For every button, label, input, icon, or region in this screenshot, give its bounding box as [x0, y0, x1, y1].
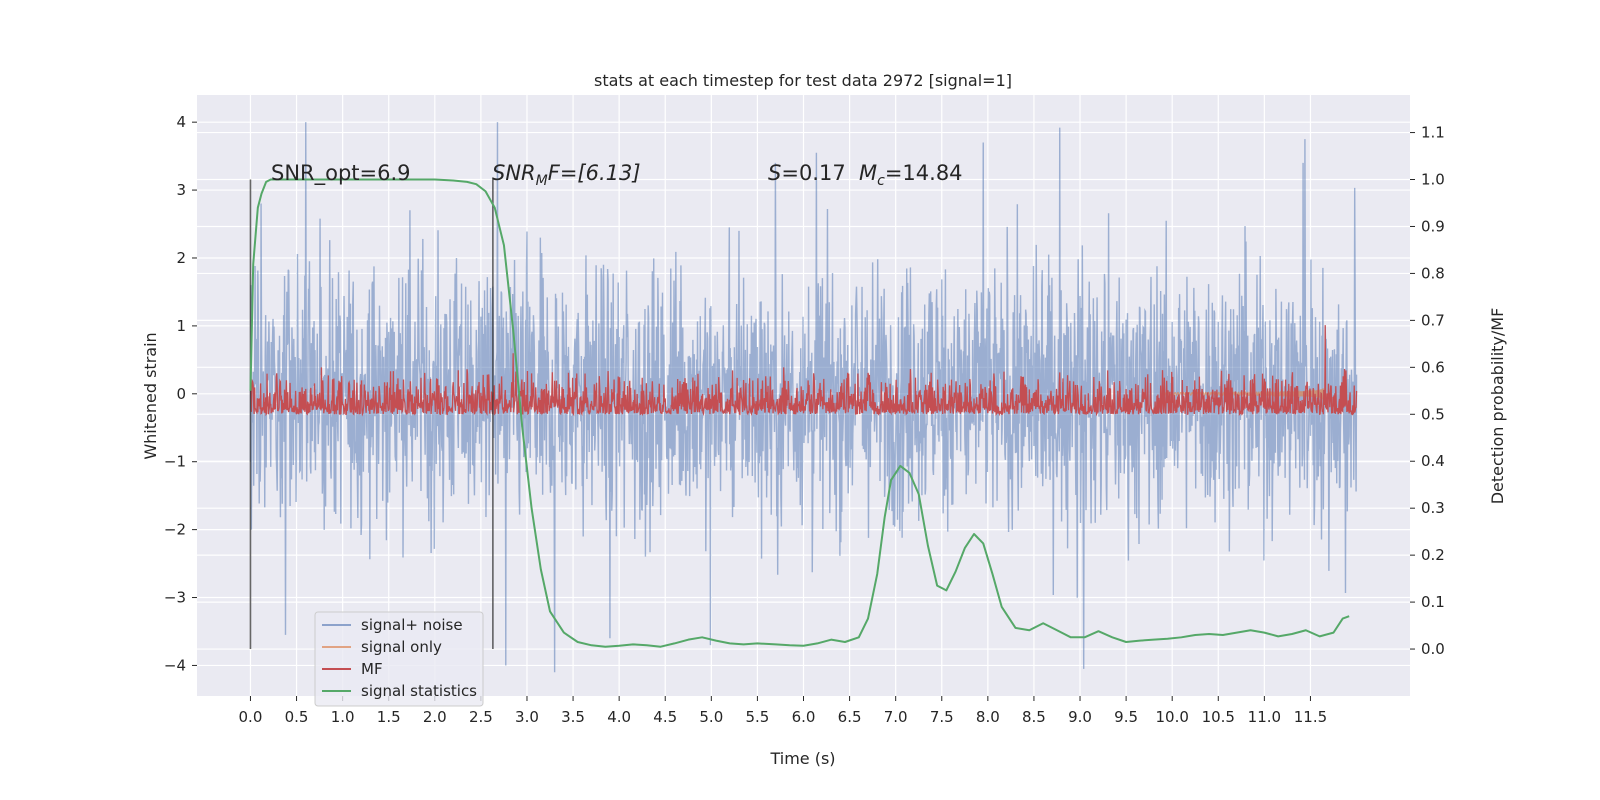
- mf-series: [249, 325, 1358, 417]
- legend-label-mf: MF: [361, 660, 383, 678]
- y2-tick-label: 1.1: [1421, 124, 1445, 142]
- y2-tick-label: 0.8: [1421, 264, 1445, 282]
- y2-tick-label: 1.0: [1421, 171, 1445, 189]
- annotation-mc-sub: c: [877, 173, 885, 189]
- y2-tick-label: 0.0: [1421, 640, 1445, 658]
- y-axis-ticks: −4 −3 −2 −1 0 1 2 3 4: [164, 113, 197, 674]
- annotation-mc-label: M: [859, 161, 877, 185]
- y2-tick-label: 0.9: [1421, 217, 1445, 235]
- y2-tick-label: 0.3: [1421, 499, 1445, 517]
- x-tick-label: 11.5: [1294, 708, 1327, 726]
- x-tick-label: 8.0: [976, 708, 1000, 726]
- signal-statistics-series: [249, 178, 1350, 648]
- annotation-s-label: S: [768, 161, 781, 185]
- annotation-mc: Mc=14.84: [859, 161, 963, 189]
- x-axis-ticks: 0.0 0.5 1.0 1.5 2.0 2.5 3.0 3.5 4.0 4.5 5.0 5.5 6.0 6…: [239, 696, 1327, 726]
- y2-tick-label: 0.5: [1421, 405, 1445, 423]
- x-tick-label: 0.5: [285, 708, 309, 726]
- x-axis-label: Time (s): [769, 749, 835, 768]
- y-tick-label: 0: [176, 385, 186, 403]
- x-tick-label: 11.0: [1248, 708, 1281, 726]
- y-axis-label: Whitened strain: [141, 332, 160, 459]
- x-tick-label: 4.5: [653, 708, 677, 726]
- annotation-snr-opt: SNR_opt=6.9: [271, 161, 411, 186]
- annotation-snr-mf-label: SNR: [492, 161, 536, 185]
- y2-tick-label: 0.4: [1421, 452, 1445, 470]
- x-tick-label: 7.5: [930, 708, 954, 726]
- legend: signal+ noise signal only MF signal stat…: [314, 611, 484, 707]
- annotation-s-value: =0.17: [781, 161, 845, 185]
- y2-axis-ticks: 0.0 0.1 0.2 0.3 0.4 0.5 0.6 0.7 0.8 0.9 1.0 1.1: [1410, 124, 1445, 658]
- y-tick-label: 3: [176, 181, 186, 199]
- y-tick-label: 4: [176, 113, 186, 131]
- annotation-snr-mf: SNRMF=[6.13]: [492, 161, 641, 189]
- legend-label-signal-statistics: signal statistics: [361, 682, 477, 700]
- y2-tick-label: 0.7: [1421, 311, 1445, 329]
- annotation-s: S=0.17: [768, 161, 846, 185]
- x-tick-label: 9.5: [1114, 708, 1138, 726]
- y2-tick-label: 0.6: [1421, 358, 1445, 376]
- y2-tick-label: 0.1: [1421, 593, 1445, 611]
- x-tick-label: 7.0: [884, 708, 908, 726]
- y-tick-label: −3: [164, 589, 186, 607]
- legend-label-signal-noise: signal+ noise: [361, 616, 463, 634]
- x-tick-label: 10.0: [1155, 708, 1188, 726]
- x-tick-label: 1.5: [377, 708, 401, 726]
- x-tick-label: 8.5: [1022, 708, 1046, 726]
- x-tick-label: 6.5: [838, 708, 862, 726]
- annotation-snr-mf-sub: M: [536, 173, 548, 189]
- x-tick-label: 5.0: [699, 708, 723, 726]
- annotation-mc-value: =14.84: [885, 161, 963, 185]
- chart-title: stats at each timestep for test data 297…: [594, 71, 1012, 90]
- y-tick-label: −2: [164, 521, 186, 539]
- x-tick-label: 1.0: [331, 708, 355, 726]
- legend-box: [314, 611, 484, 707]
- x-tick-label: 5.5: [745, 708, 769, 726]
- y-tick-label: 2: [176, 249, 186, 267]
- x-tick-label: 10.5: [1202, 708, 1235, 726]
- y-tick-label: −4: [164, 656, 186, 674]
- x-tick-label: 0.0: [239, 708, 263, 726]
- x-tick-label: 2.0: [423, 708, 447, 726]
- x-tick-label: 3.5: [561, 708, 585, 726]
- mf-line: [249, 325, 1358, 417]
- y2-tick-label: 0.2: [1421, 546, 1445, 564]
- x-tick-label: 6.0: [792, 708, 816, 726]
- annotation-snr-mf-f: F=[6.13]: [548, 161, 641, 185]
- legend-label-signal-only: signal only: [361, 638, 442, 656]
- x-tick-label: 2.5: [469, 708, 493, 726]
- x-tick-label: 9.0: [1068, 708, 1092, 726]
- y2-axis-label: Detection probability/MF: [1488, 308, 1507, 505]
- y-tick-label: −1: [164, 453, 186, 471]
- reference-lines: [249, 179, 494, 650]
- x-tick-label: 3.0: [515, 708, 539, 726]
- x-tick-label: 4.0: [607, 708, 631, 726]
- y-tick-label: 1: [176, 317, 186, 335]
- signal-statistics-line: [249, 178, 1350, 648]
